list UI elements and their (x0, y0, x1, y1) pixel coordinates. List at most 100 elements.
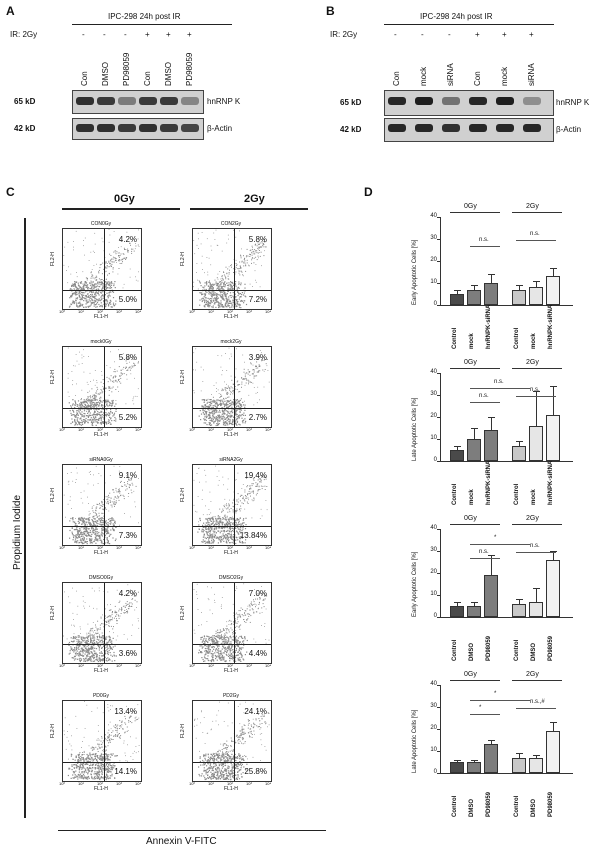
lane-label[interactable]: Con (392, 71, 401, 86)
lane-label[interactable]: Con (80, 71, 89, 86)
flow-plot-xtick[interactable]: 10³ (116, 545, 122, 550)
bar[interactable] (512, 289, 526, 305)
flow-plot[interactable]: 24.1% 25.8% (192, 700, 272, 782)
error-cap[interactable] (516, 441, 523, 443)
blot-band[interactable] (139, 124, 157, 132)
error-bar[interactable] (491, 274, 492, 283)
error-bar[interactable] (519, 441, 520, 446)
flow-plot-xtick[interactable]: 10² (227, 545, 233, 550)
bar[interactable] (484, 575, 498, 617)
error-bar[interactable] (519, 285, 520, 290)
bar[interactable] (450, 450, 464, 461)
blot-band[interactable] (76, 97, 94, 105)
bar[interactable] (529, 287, 543, 305)
significance-line[interactable] (470, 246, 500, 247)
lane-label[interactable]: DMSO (101, 62, 110, 86)
bar-chart-group-line[interactable] (512, 368, 562, 369)
bar[interactable] (467, 762, 481, 773)
error-bar[interactable] (519, 599, 520, 604)
flow-plot-xtick[interactable]: 10⁴ (265, 781, 272, 786)
significance-label[interactable]: n.s. (494, 379, 504, 385)
bar-chart-group-label[interactable]: 2Gy (526, 359, 539, 366)
bar-chart-ytick-mark[interactable] (437, 373, 440, 374)
bar-chart-group-label[interactable]: 0Gy (464, 515, 477, 522)
flow-plot-xlabel[interactable]: FL1-H (94, 786, 108, 792)
quadrant-line-horizontal[interactable] (63, 644, 141, 645)
flow-plot-xtick[interactable]: 10⁰ (59, 663, 66, 668)
flow-plot-xtick[interactable]: 10² (227, 663, 233, 668)
bar-chart-ytick-mark[interactable] (437, 461, 440, 462)
flow-plot-title[interactable]: CON2Gy (220, 221, 242, 227)
bar-category-label[interactable]: mock (531, 489, 537, 505)
error-cap[interactable] (471, 601, 478, 603)
bar-category-label[interactable]: PD98059 (548, 635, 554, 661)
error-cap[interactable] (454, 759, 461, 761)
flow-plot-title[interactable]: siRNA2Gy (219, 457, 243, 463)
significance-line[interactable] (516, 396, 556, 397)
bar-chart-ytick-mark[interactable] (437, 573, 440, 574)
quadrant-line-horizontal[interactable] (63, 762, 141, 763)
bar[interactable] (546, 559, 560, 617)
bar[interactable] (529, 757, 543, 773)
bar-chart-ytick[interactable]: 20 (430, 413, 437, 419)
lower-right-percent[interactable]: 7.2% (248, 295, 267, 304)
bar[interactable] (484, 744, 498, 773)
quadrant-line-horizontal[interactable] (193, 526, 271, 527)
bar-category-label[interactable]: Control (452, 639, 458, 661)
error-bar[interactable] (474, 759, 475, 762)
ir-sign[interactable]: + (502, 30, 507, 39)
flow-plot-xtick[interactable]: 10³ (246, 309, 252, 314)
error-cap[interactable] (488, 417, 495, 418)
bar-chart-ytick-mark[interactable] (437, 551, 440, 552)
bar-category-label[interactable]: PD98059 (548, 791, 554, 817)
error-cap[interactable] (454, 445, 461, 447)
bar-chart-ytick-mark[interactable] (437, 395, 440, 396)
quadrant-line-vertical[interactable] (104, 347, 105, 427)
error-bar[interactable] (457, 601, 458, 606)
bar-chart-ytick[interactable]: 30 (430, 547, 437, 553)
error-cap[interactable] (488, 555, 495, 557)
bar-chart-ytick-mark[interactable] (437, 217, 440, 218)
flow-plot-xtick[interactable]: 10¹ (78, 545, 84, 550)
ir-sign[interactable]: + (187, 30, 192, 39)
lane-label[interactable]: siRNA (446, 63, 455, 86)
flow-plot-ylabel[interactable]: FL2-H (180, 370, 186, 384)
quadrant-line-vertical[interactable] (234, 583, 235, 663)
blot-band[interactable] (97, 124, 115, 132)
blot-band[interactable] (118, 97, 136, 105)
bar[interactable] (484, 283, 498, 305)
error-cap[interactable] (454, 601, 461, 603)
bar[interactable] (467, 439, 481, 461)
error-bar[interactable] (457, 759, 458, 762)
bar[interactable] (467, 606, 481, 617)
bar-chart-ylabel[interactable]: Early Apoptotic Cells [%] (412, 239, 418, 305)
quadrant-line-horizontal[interactable] (193, 762, 271, 763)
flow-plot-xtick[interactable]: 10² (227, 781, 233, 786)
flow-plot-xtick[interactable]: 10⁰ (59, 427, 66, 432)
bar-chart-group-line[interactable] (512, 212, 562, 213)
significance-label[interactable]: n.s. (530, 231, 540, 237)
flow-plot-ylabel[interactable]: FL2-H (50, 724, 56, 738)
error-bar[interactable] (474, 285, 475, 290)
blot-band[interactable] (160, 124, 178, 132)
bar-chart-ytick-mark[interactable] (437, 439, 440, 440)
bar-chart-ytick[interactable]: 10 (430, 747, 437, 753)
error-cap[interactable] (516, 753, 523, 755)
flow-plot-xtick[interactable]: 10⁴ (265, 663, 272, 668)
blot-band[interactable] (496, 97, 514, 105)
error-bar[interactable] (519, 753, 520, 758)
ir-sign[interactable]: - (124, 30, 127, 39)
flow-plot-xtick[interactable]: 10⁰ (189, 309, 196, 314)
upper-right-percent[interactable]: 5.8% (248, 235, 267, 244)
bar-chart-ytick-mark[interactable] (437, 283, 440, 284)
bar-chart-group-label[interactable]: 0Gy (464, 359, 477, 366)
quadrant-line-horizontal[interactable] (63, 526, 141, 527)
flow-plot-xtick[interactable]: 10⁰ (59, 309, 66, 314)
bar-chart-ytick[interactable]: 30 (430, 391, 437, 397)
significance-line[interactable] (470, 388, 530, 389)
lower-right-percent[interactable]: 5.0% (118, 295, 137, 304)
flow-plot-xtick[interactable]: 10³ (116, 427, 122, 432)
significance-line[interactable] (470, 544, 530, 545)
error-bar[interactable] (491, 417, 492, 431)
flow-plot-ylabel[interactable]: FL2-H (180, 488, 186, 502)
